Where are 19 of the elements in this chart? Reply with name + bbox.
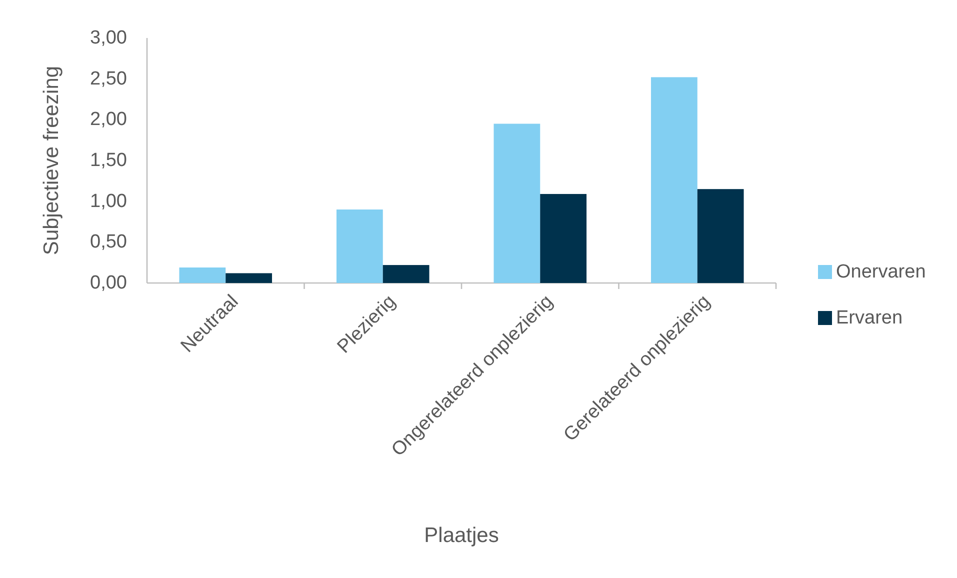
legend-label: Ervaren	[836, 308, 903, 328]
bar	[494, 124, 540, 283]
x-axis-title: Plaatjes	[424, 524, 499, 547]
y-tick-label: 1,00	[90, 190, 127, 212]
y-tick-label: 2,50	[90, 68, 127, 90]
y-tick-label: 3,00	[90, 28, 127, 48]
bar	[697, 189, 744, 283]
bar	[336, 210, 383, 283]
y-tick-label: 0,00	[90, 272, 127, 294]
bar	[179, 267, 226, 283]
y-tick-label: 0,50	[90, 232, 127, 253]
legend-label: Onervaren	[836, 262, 926, 282]
y-axis-title: Subjectieve freezing	[40, 66, 63, 256]
y-tick-label: 1,50	[90, 150, 127, 171]
bar	[226, 273, 272, 283]
bar	[540, 194, 587, 283]
y-tick-label: 2,00	[90, 109, 127, 130]
bar	[382, 265, 430, 283]
bar	[650, 77, 698, 283]
